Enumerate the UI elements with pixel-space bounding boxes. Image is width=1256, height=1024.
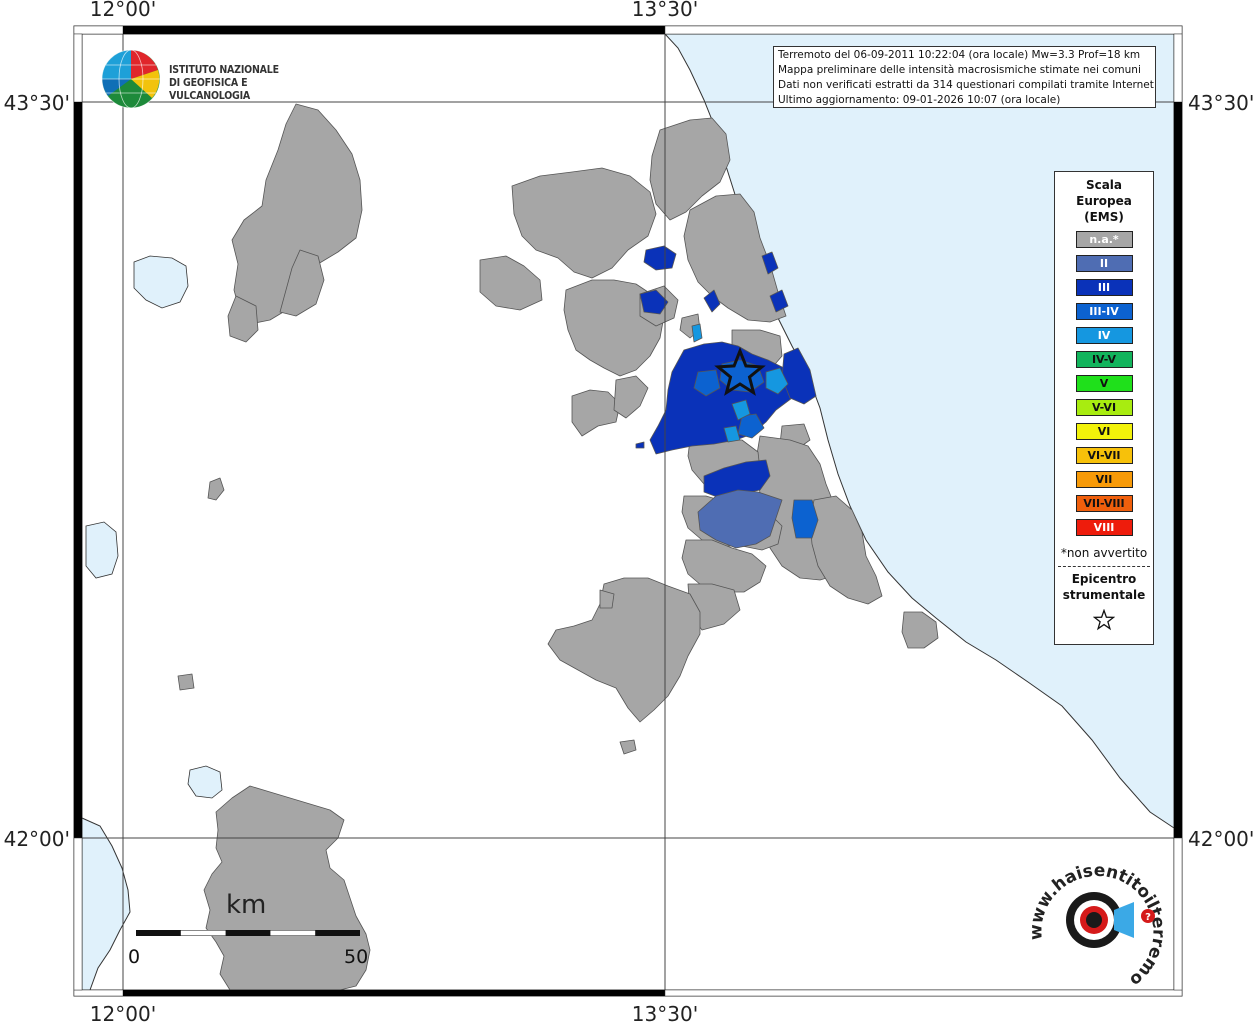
scale-unit: km [226,890,267,920]
intensity-iv-c [691,323,703,343]
legend-swatch: VI-VII [1075,447,1133,464]
intensity-iii-north-a [643,245,677,271]
legend-title-line3: (EMS) [1084,210,1124,224]
legend-title-line1: Scala [1085,178,1123,192]
ingv-globe-icon [101,49,161,109]
legend-swatch: VII-VIII [1075,495,1133,512]
ingv-name-line1: ISTITUTO NAZIONALE [169,64,279,76]
event-info-line4: Ultimo aggiornamento: 09-01-2026 10:07 (… [778,94,1061,106]
legend-note: *non avvertito [1060,546,1148,560]
legend-swatch: VIII [1075,519,1133,536]
intensity-iii-north-b [639,289,669,315]
event-info-line2: Mappa preliminare delle intensità macros… [778,64,1141,76]
intensity-iii-north-e [769,289,789,313]
svg-text:?: ? [1145,912,1151,923]
legend-swatch: VII [1075,471,1133,488]
legend-swatch: IV-V [1075,351,1133,368]
legend-swatch: V-VI [1075,399,1133,416]
lat-label-upper-left: 43°30' [4,91,70,115]
event-info-line3: Dati non verificati estratti da 314 ques… [778,79,1156,91]
lat-label-lower-left: 42°00' [4,827,70,851]
legend-epicenter-label: Epicentro strumentale [1055,571,1153,603]
small-lake-west [85,521,119,579]
scale-bar-graphic [136,930,360,936]
map-frame [73,25,1183,997]
bolsena-lake [187,765,223,799]
intensity-iii-west [635,441,645,449]
legend-title: Scala Europea (EMS) [1055,177,1153,225]
legend-swatch: IV [1075,327,1133,344]
legend-swatch: n.a.* [1075,231,1133,248]
lon-label-bottom-right: 13°30' [632,1002,698,1024]
scale-bar: km 0 50 [128,890,388,970]
legend-separator [1058,566,1150,567]
ems-legend: Scala Europea (EMS) n.a.* II III III-IV IV IV… [1054,171,1154,645]
intensity-iii-south [703,459,771,499]
epicenter-star [714,346,766,396]
haisentito-badge: www.haisentitoilterremoto.it ? [1018,843,1174,990]
legend-title-line2: Europea [1076,194,1132,208]
scale-max-label: 50 [344,946,369,968]
lon-label-top-left: 12°00' [90,0,156,21]
intensity-ii [697,489,783,549]
lon-label-top-right: 13°30' [632,0,698,21]
trasimeno-lake [133,255,189,309]
event-info-box: Terremoto del 06-09-2011 10:22:04 (ora l… [773,46,1156,108]
municipalities-felt [635,245,819,549]
intensity-iv-d [723,425,741,443]
intensity-iii-north-d [761,251,779,275]
intensity-iv-a [765,367,789,395]
legend-epicenter-line1: Epicentro [1071,572,1137,586]
legend-swatch: III-IV [1075,303,1133,320]
lat-label-lower-right: 42°00' [1188,827,1254,851]
legend-epicenter-line2: strumentale [1062,588,1146,602]
legend-swatch: III [1075,279,1133,296]
intensity-iv-b [731,399,751,421]
legend-items: n.a.* II III III-IV IV IV-V V V-VI VI VI-VII VII VI… [1055,231,1153,536]
ingv-logo: ISTITUTO NAZIONALE DI GEOFISICA E VULCAN… [100,48,330,110]
epicenter-star-icon [1093,609,1115,631]
lon-label-bottom-left: 12°00' [90,1002,156,1024]
lat-label-upper-right: 43°30' [1188,91,1254,115]
legend-swatch: VI [1075,423,1133,440]
legend-swatch: V [1075,375,1133,392]
haisentito-logo-icon: www.haisentitoilterremoto.it ? [1018,843,1168,990]
legend-swatch: II [1075,255,1133,272]
intensity-iii-iv-c [737,413,765,439]
ingv-name-line2: DI GEOFISICA E VULCANOLOGIA [169,77,251,102]
intensity-iii-north-c [703,289,721,313]
scale-min-label: 0 [128,946,141,968]
event-info-line1: Terremoto del 06-09-2011 10:22:04 (ora l… [778,49,1141,61]
intensity-iii-iv-b [693,369,721,397]
intensity-iii-iv-d [791,499,819,539]
